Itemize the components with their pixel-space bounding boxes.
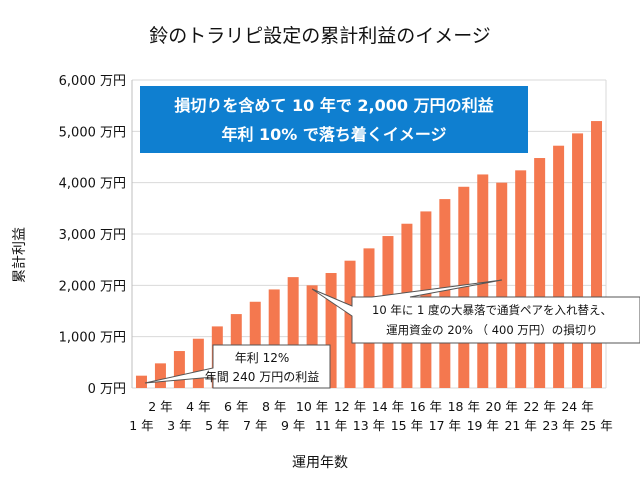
x-tick-label: 8 年 [262, 399, 286, 414]
banner: 損切りを含めて 10 年で 2,000 万円の利益 年利 10% で落ち着くイメ… [140, 86, 528, 153]
x-tick-label: 1 年 [129, 418, 153, 433]
x-tick-label: 16 年 [410, 399, 442, 414]
annotation-callout-year1: 年利 12% 年間 240 万円の利益 [144, 344, 331, 389]
x-tick-label: 4 年 [186, 399, 210, 414]
bar [154, 363, 166, 388]
bar [477, 174, 489, 388]
annotation-callout-crash: 10 年に 1 度の大暴落で通貨ペアを入れ替え、 運用資金の 20% （ 400… [311, 279, 640, 344]
x-tick-label: 6 年 [224, 399, 248, 414]
bar [515, 170, 527, 388]
x-tick-label: 12 年 [334, 399, 366, 414]
x-tick-label: 19 年 [467, 418, 499, 433]
bar [173, 351, 185, 388]
bar [306, 285, 318, 388]
x-tick-label: 3 年 [167, 418, 191, 433]
bar [344, 260, 356, 388]
banner-line2: 年利 10% で落ち着くイメージ [221, 125, 446, 144]
bar [325, 273, 337, 388]
annotation-1-line1: 年利 12% [235, 351, 290, 365]
x-tick-label: 10 年 [296, 399, 328, 414]
x-tick-label: 2 年 [148, 399, 172, 414]
bar [572, 133, 584, 388]
bar [135, 375, 147, 388]
y-axis-label: 累計利益 [12, 227, 28, 283]
y-tick-label: 2,000 万円 [59, 279, 126, 294]
bar [287, 277, 299, 388]
x-axis-label: 運用年数 [292, 455, 348, 471]
bar [591, 121, 603, 389]
y-tick-label: 5,000 万円 [59, 125, 126, 140]
x-tick-label: 9 年 [281, 418, 305, 433]
x-tick-label: 14 年 [372, 399, 404, 414]
x-tick-label: 25 年 [580, 418, 612, 433]
annotation-2-line2: 運用資金の 20% （ 400 万円）の損切り [386, 323, 598, 337]
x-tick-label: 18 年 [448, 399, 480, 414]
banner-line1: 損切りを含めて 10 年で 2,000 万円の利益 [174, 96, 493, 115]
annotation-1-line2: 年間 240 万円の利益 [205, 370, 320, 384]
chart-title: 鈴のトラリピ設定の累計利益のイメージ [149, 25, 491, 47]
y-tick-label: 6,000 万円 [59, 74, 126, 89]
x-tick-label: 17 年 [429, 418, 461, 433]
bar [192, 338, 204, 388]
y-tick-label: 3,000 万円 [59, 228, 126, 243]
x-tick-label: 13 年 [353, 418, 385, 433]
x-tick-label: 24 年 [561, 399, 593, 414]
annotation-2-line1: 10 年に 1 度の大暴落で通貨ペアを入れ替え、 [372, 303, 612, 317]
bar [534, 158, 546, 388]
x-tick-label: 5 年 [205, 418, 229, 433]
bar [553, 145, 565, 388]
y-tick-label: 0 万円 [88, 382, 126, 397]
x-tick-label: 22 年 [523, 399, 555, 414]
x-tick-label: 20 年 [486, 399, 518, 414]
y-tick-label: 1,000 万円 [59, 331, 126, 346]
x-tick-label: 21 年 [504, 418, 536, 433]
x-tick-label: 11 年 [315, 418, 347, 433]
x-tick-label: 23 年 [542, 418, 574, 433]
x-tick-label: 7 年 [243, 418, 267, 433]
bar [496, 182, 508, 388]
bar [268, 289, 280, 388]
bar [439, 199, 451, 388]
y-tick-label: 4,000 万円 [59, 177, 126, 192]
x-tick-label: 15 年 [391, 418, 423, 433]
